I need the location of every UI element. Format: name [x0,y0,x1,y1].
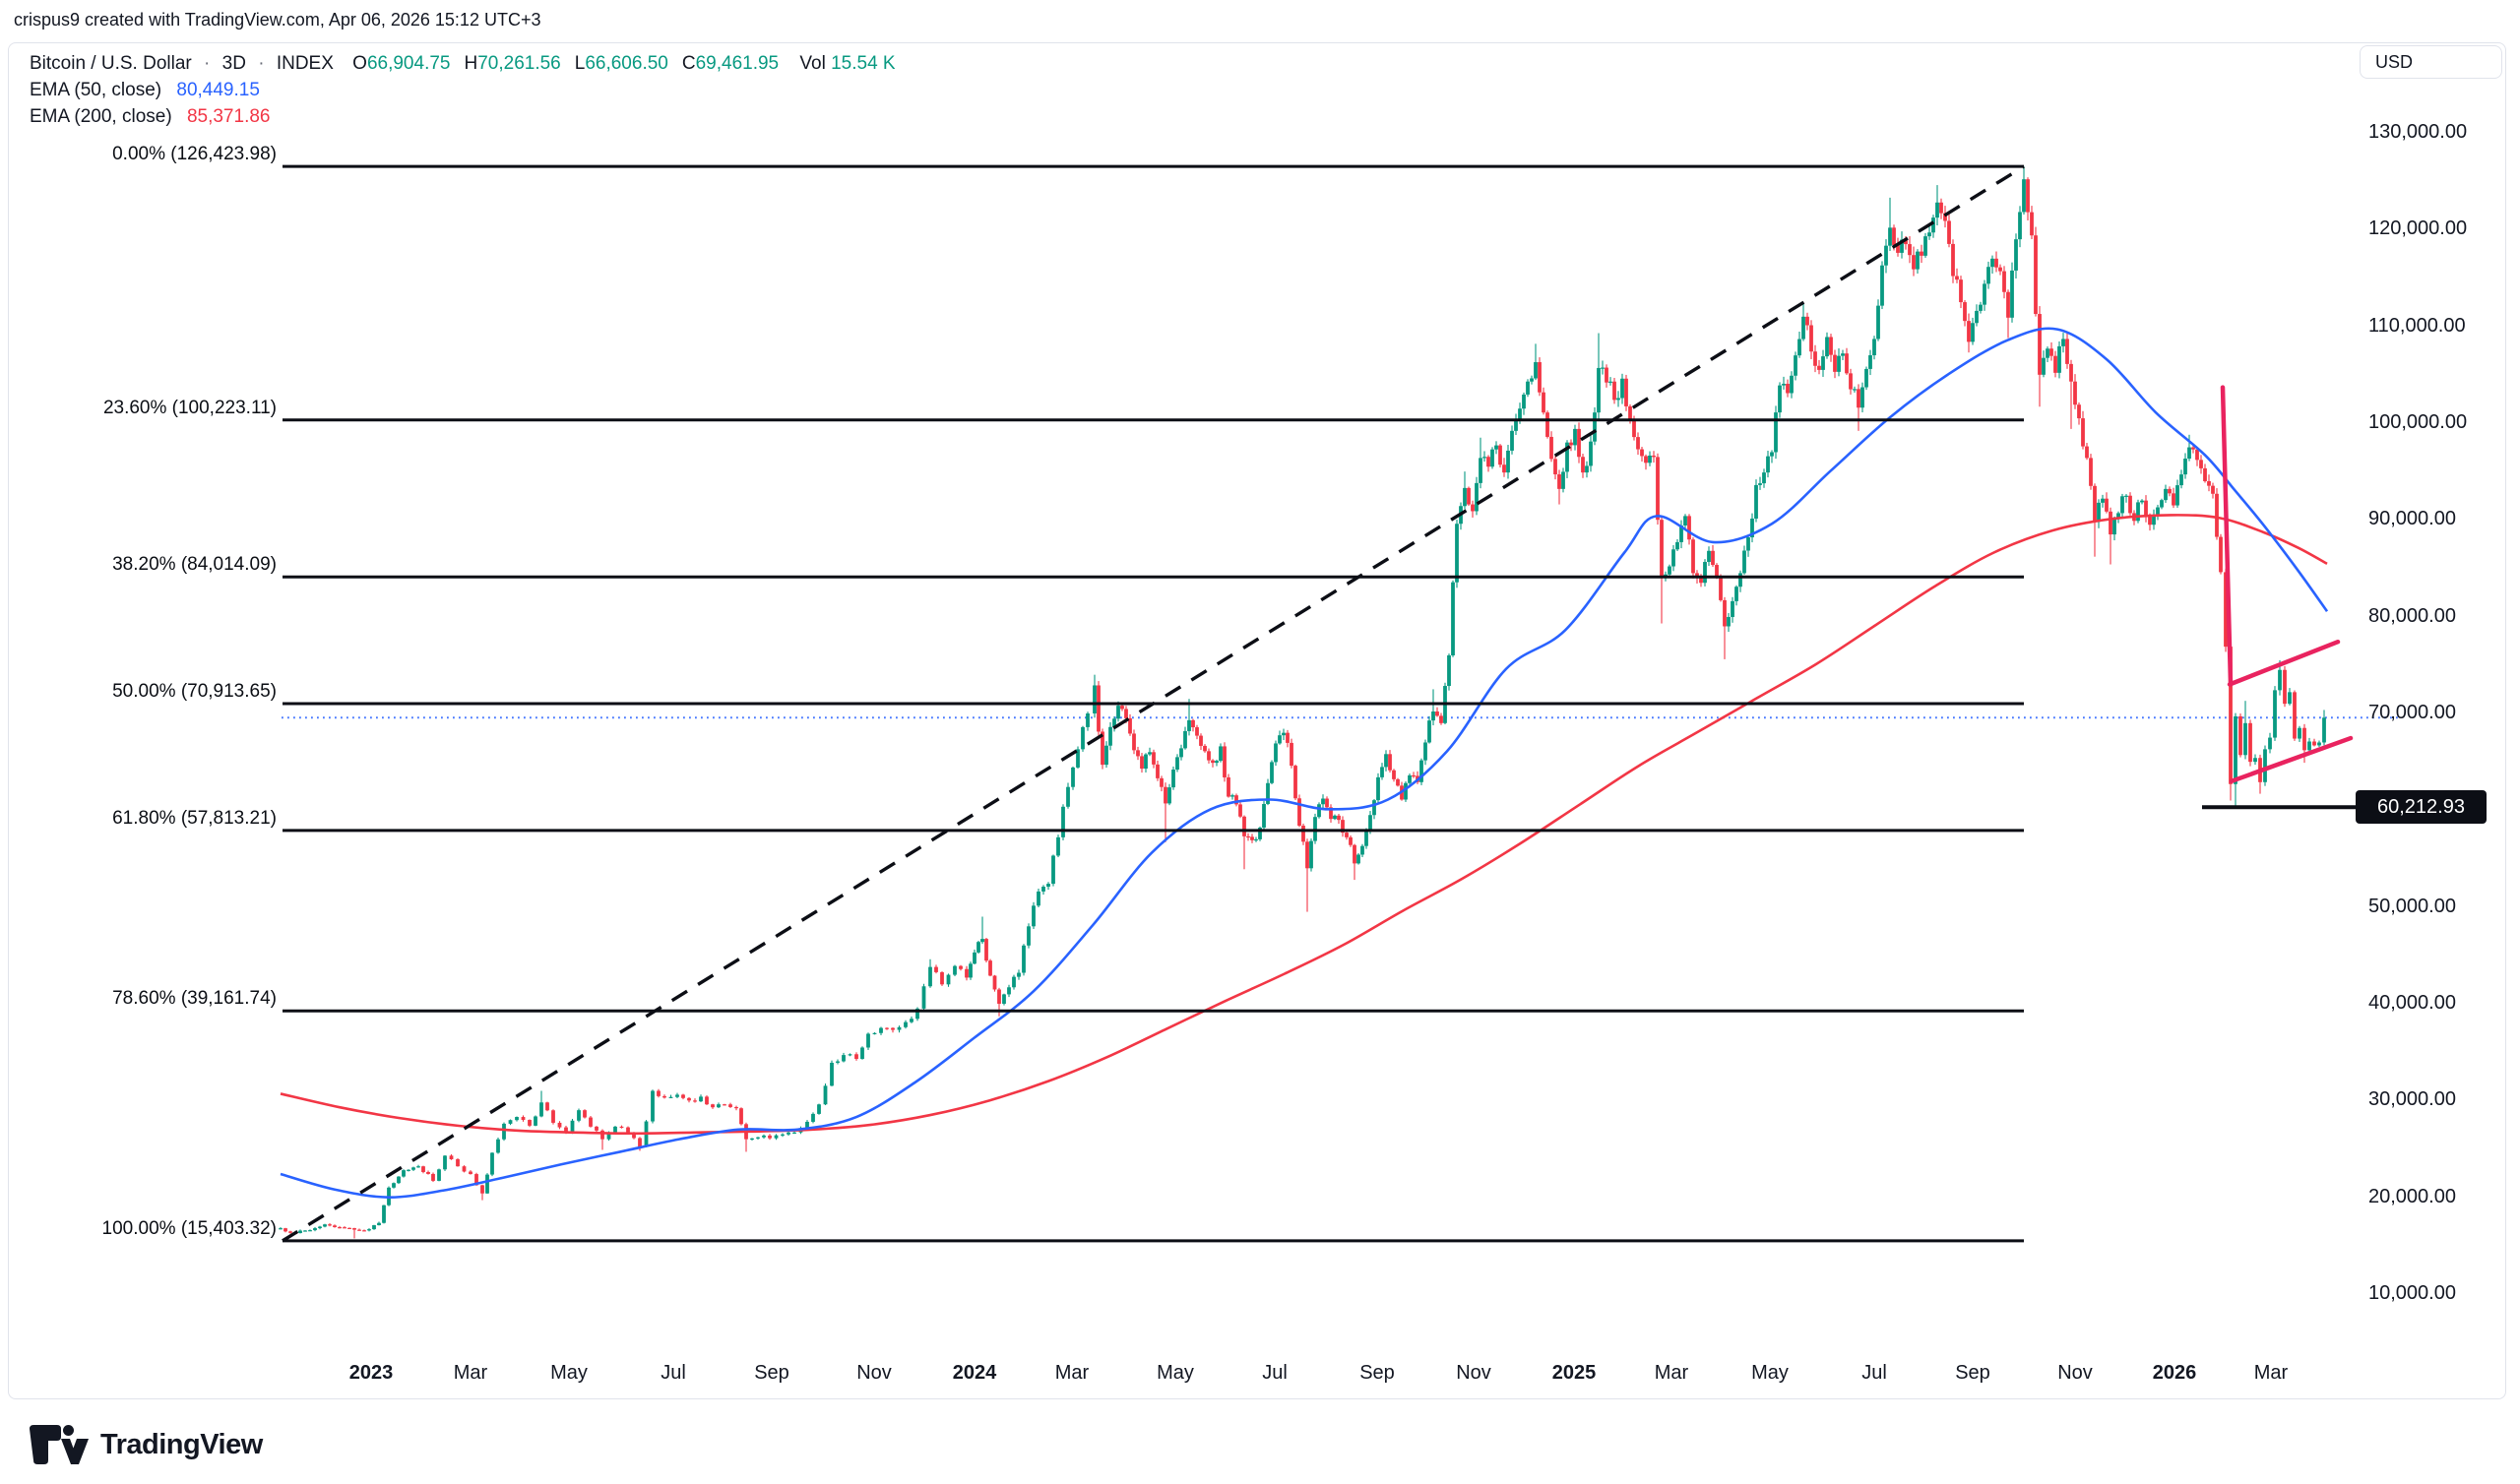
ohlc-key: C [681,53,696,74]
exchange-label: INDEX [276,53,334,74]
time-tick: Nov [2057,1362,2093,1384]
price-tick: 30,000.00 [2368,1088,2456,1111]
price-tick: 90,000.00 [2368,508,2456,530]
ema50-label: EMA (50, close) [30,80,162,100]
time-tick: Nov [856,1362,892,1384]
volume-label: Vol [799,53,826,74]
ema200-label: EMA (200, close) [30,106,172,127]
time-tick: 2023 [348,1362,394,1384]
legend-ema200-row[interactable]: EMA (200, close) 85,371.86 [30,103,896,130]
tradingview-logo-text[interactable]: TradingView [100,1428,263,1460]
ema50-value: 80,449.15 [176,80,260,100]
time-tick: 2025 [1551,1362,1597,1384]
ohlc-value: 69,461.95 [695,53,780,74]
price-tick: 80,000.00 [2368,604,2456,627]
price-tick: 130,000.00 [2368,121,2468,143]
volume-value: 15.54 K [831,53,896,74]
fib-label: 0.00% (126,423.98) [112,144,277,165]
bull-flag-drawing [2220,385,2354,784]
ohlc-key: L [574,53,586,74]
price-tick: 120,000.00 [2368,217,2468,240]
time-tick: Jul [1262,1362,1288,1384]
price-tick: 10,000.00 [2368,1282,2456,1304]
price-tick: 70,000.00 [2368,702,2456,723]
time-tick: 2024 [952,1362,997,1384]
time-tick: Mar [1054,1362,1090,1384]
time-tick: Mar [1654,1362,1689,1384]
price-tick: 40,000.00 [2368,992,2456,1014]
legend-ema50-row[interactable]: EMA (50, close) 80,449.15 [30,77,896,103]
time-tick: May [1157,1362,1194,1384]
ema200-line [280,514,2328,1136]
price-tick: 20,000.00 [2368,1185,2456,1207]
ohlc-key: H [464,53,478,74]
footer: TradingView [28,1423,263,1466]
chart-widget [8,42,2506,1399]
time-tick: Sep [754,1362,789,1384]
time-tick: Mar [2253,1362,2289,1384]
time-tick: Sep [1955,1362,1990,1384]
ema50-line [280,327,2329,1199]
price-label-badge: 60,212.93 [2356,790,2487,825]
price-tick: 100,000.00 [2368,411,2468,433]
separator: · [258,53,265,74]
ohlc-values: O66,904.75 H70,261.56 L66,606.50 C69,461.95 [339,53,779,74]
fib-label: 38.20% (84,014.09) [112,554,277,576]
time-tick: Mar [453,1362,488,1384]
ohlc-value: 66,904.75 [366,53,451,74]
plot-area [279,166,2399,1239]
time-tick: May [1751,1362,1789,1384]
fib-label: 50.00% (70,913.65) [112,681,277,703]
time-tick: 2026 [2152,1362,2197,1384]
separator: · [204,53,211,74]
time-tick: Jul [661,1362,686,1384]
ema200-value: 85,371.86 [186,106,271,127]
symbol-title: Bitcoin / U.S. Dollar [30,53,192,74]
currency-button[interactable]: USD [2360,45,2502,79]
time-tick: May [550,1362,588,1384]
time-tick: Sep [1359,1362,1395,1384]
ohlc-value: 70,261.56 [477,53,561,74]
legend: Bitcoin / U.S. Dollar · 3D · INDEX O66,9… [30,50,896,130]
price-tick: 110,000.00 [2368,314,2466,337]
candlestick-series [279,166,2326,1239]
time-tick: Jul [1861,1362,1887,1384]
time-tick: Nov [1456,1362,1491,1384]
fib-label: 78.60% (39,161.74) [112,988,277,1010]
fib-label: 61.80% (57,813.21) [112,807,277,829]
ohlc-key: O [352,53,367,74]
tradingview-logo-icon[interactable] [28,1423,89,1466]
dashed-trendline [282,164,2025,1243]
attribution-link[interactable]: crispus9 created with TradingView.com, A… [14,10,541,30]
fib-label: 23.60% (100,223.11) [102,397,277,418]
ohlc-value: 66,606.50 [585,53,668,74]
fib-label: 100.00% (15,403.32) [101,1217,277,1239]
interval-label: 3D [221,53,246,74]
price-tick: 50,000.00 [2368,895,2456,917]
legend-symbol-row[interactable]: Bitcoin / U.S. Dollar · 3D · INDEX O66,9… [30,50,896,77]
